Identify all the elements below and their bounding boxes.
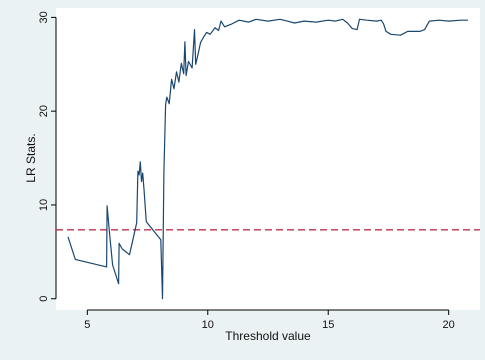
plot-area: [56, 8, 480, 310]
y-tick-label: 30: [38, 11, 50, 23]
x-tick-label: 20: [443, 319, 455, 331]
y-tick-label: 10: [38, 199, 50, 211]
y-axis-label: LR Stats.: [24, 133, 38, 182]
y-axis: 0 10 20 30: [38, 11, 57, 302]
x-axis: 5 10 15 20: [84, 309, 455, 331]
x-tick-label: 15: [322, 319, 334, 331]
x-axis-label: Threshold value: [225, 329, 311, 343]
series-layer: [67, 18, 468, 300]
y-tick-label: 0: [38, 296, 50, 302]
x-tick-label: 5: [84, 319, 90, 331]
lr-stats-series-line: [67, 18, 468, 300]
x-tick-label: 10: [202, 319, 214, 331]
y-tick-label: 20: [38, 105, 50, 117]
